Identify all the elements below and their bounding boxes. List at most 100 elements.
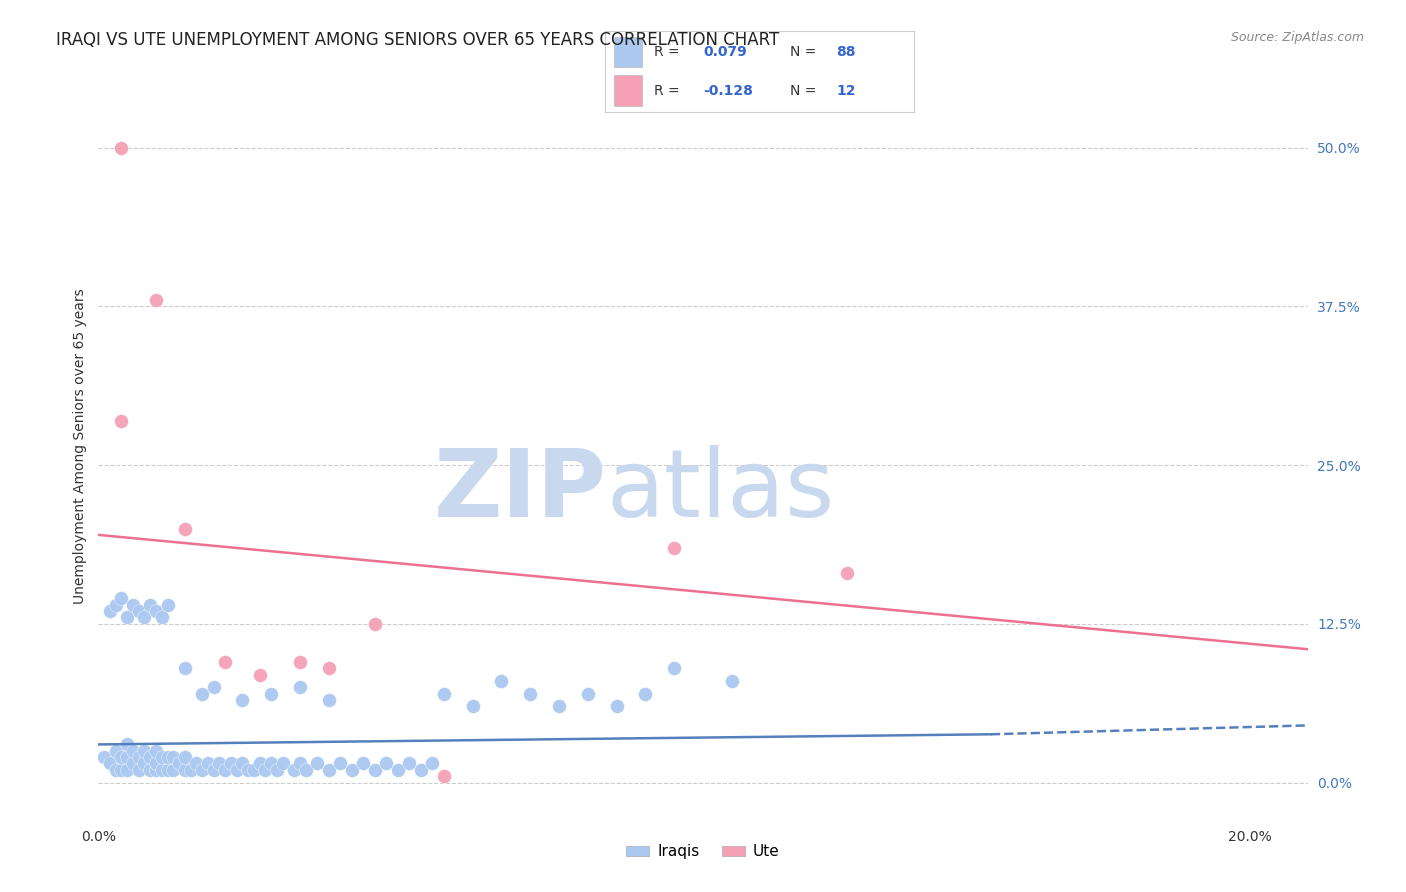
Text: ZIP: ZIP (433, 445, 606, 537)
Point (364, 616, 387, 631)
Point (236, 763, 259, 777)
Point (173, 763, 195, 777)
Point (128, 763, 150, 777)
Point (186, 756, 208, 771)
Point (134, 756, 156, 771)
Point (173, 750, 195, 764)
Point (260, 687, 283, 701)
Y-axis label: Unemployment Among Seniors over 65 years: Unemployment Among Seniors over 65 years (73, 288, 87, 604)
Point (122, 744, 145, 758)
Point (197, 756, 219, 771)
Point (249, 756, 271, 771)
Point (104, 763, 127, 777)
Point (115, 738, 138, 752)
Point (409, 763, 432, 777)
Point (634, 687, 657, 701)
Point (145, 756, 167, 771)
Point (664, 541, 686, 555)
Point (128, 750, 150, 764)
Point (254, 763, 277, 777)
Point (835, 566, 858, 580)
Point (329, 756, 352, 771)
Point (139, 598, 162, 612)
Point (364, 763, 387, 777)
Point (150, 763, 173, 777)
Point (208, 756, 231, 771)
Point (145, 744, 167, 758)
Point (134, 610, 156, 624)
Text: 88: 88 (837, 45, 856, 59)
Point (180, 763, 202, 777)
Point (110, 414, 132, 428)
Point (288, 655, 311, 669)
Point (156, 750, 179, 764)
Point (150, 610, 173, 624)
Point (266, 763, 288, 777)
Point (231, 693, 253, 707)
Point (271, 756, 294, 771)
Point (134, 744, 156, 758)
Point (519, 687, 541, 701)
Point (139, 750, 162, 764)
Point (318, 693, 340, 707)
Point (115, 610, 138, 624)
Point (104, 744, 127, 758)
Point (202, 763, 225, 777)
FancyBboxPatch shape (614, 37, 641, 68)
Text: 12: 12 (837, 84, 856, 97)
Point (225, 763, 247, 777)
Point (260, 756, 283, 771)
Point (219, 756, 242, 771)
Point (150, 750, 173, 764)
Point (98, 604, 121, 618)
Point (720, 673, 742, 688)
Point (664, 661, 686, 675)
Point (162, 763, 184, 777)
Point (145, 604, 167, 618)
Point (191, 687, 214, 701)
Point (93, 750, 115, 764)
Text: R =: R = (654, 84, 679, 97)
Point (340, 763, 363, 777)
Point (156, 598, 179, 612)
Point (173, 522, 195, 536)
Point (352, 756, 374, 771)
Point (145, 763, 167, 777)
Point (162, 750, 184, 764)
Text: IRAQI VS UTE UNEMPLOYMENT AMONG SENIORS OVER 65 YEARS CORRELATION CHART: IRAQI VS UTE UNEMPLOYMENT AMONG SENIORS … (56, 31, 779, 49)
Point (115, 763, 138, 777)
Legend: Iraqis, Ute: Iraqis, Ute (620, 838, 786, 865)
Point (139, 763, 162, 777)
Point (307, 756, 329, 771)
Point (167, 756, 190, 771)
Point (491, 673, 513, 688)
Point (110, 763, 132, 777)
Point (387, 763, 409, 777)
Text: Source: ZipAtlas.com: Source: ZipAtlas.com (1230, 31, 1364, 45)
Point (110, 591, 132, 606)
Point (243, 763, 266, 777)
Point (156, 763, 179, 777)
FancyBboxPatch shape (614, 76, 641, 106)
Text: -0.128: -0.128 (703, 84, 754, 97)
Point (398, 756, 420, 771)
Point (375, 756, 398, 771)
Point (110, 140, 132, 154)
Point (214, 763, 236, 777)
Point (548, 699, 571, 714)
Point (422, 756, 444, 771)
Point (115, 750, 138, 764)
Point (191, 763, 214, 777)
Point (98, 756, 121, 771)
Text: N =: N = (790, 45, 817, 59)
Point (283, 763, 305, 777)
Text: atlas: atlas (606, 445, 835, 537)
Point (294, 763, 316, 777)
Point (433, 687, 456, 701)
Point (249, 667, 271, 681)
Point (202, 681, 225, 695)
Point (433, 769, 456, 783)
Point (576, 687, 599, 701)
Point (122, 598, 145, 612)
Point (110, 750, 132, 764)
